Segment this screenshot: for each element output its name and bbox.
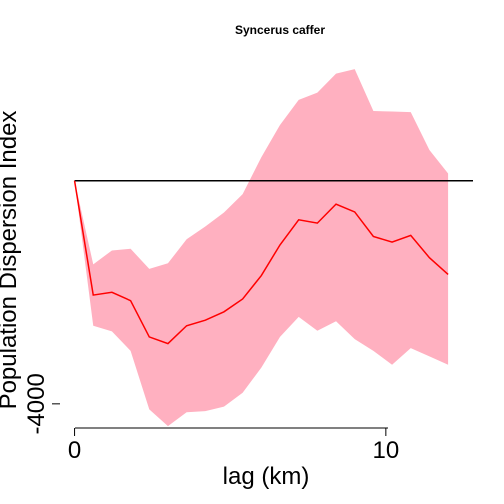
x-tick-label: 0 xyxy=(68,437,81,464)
x-axis-ticks: 0 10 xyxy=(68,428,399,464)
x-axis-label: lag (km) xyxy=(223,463,310,490)
y-tick-label: -4000 xyxy=(23,373,50,434)
x-tick-label: 10 xyxy=(372,437,399,464)
plot-area xyxy=(73,69,473,427)
y-axis-ticks: -4000 xyxy=(23,373,60,435)
chart-title: Syncerus caffer xyxy=(235,23,325,37)
y-axis-label: Population Dispersion Index xyxy=(0,111,22,410)
series-line-mean xyxy=(73,180,449,345)
confidence-band xyxy=(74,69,449,427)
